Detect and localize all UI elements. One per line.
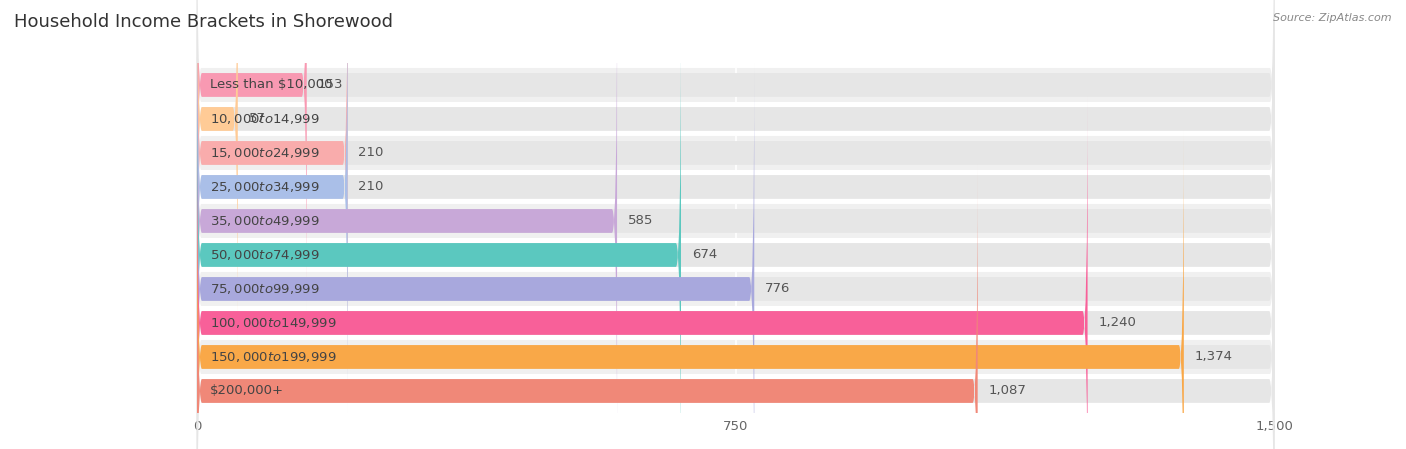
FancyBboxPatch shape (197, 0, 1274, 374)
FancyBboxPatch shape (197, 136, 1274, 449)
FancyBboxPatch shape (197, 165, 1274, 449)
Text: 1,240: 1,240 (1098, 317, 1136, 330)
Text: $200,000+: $200,000+ (209, 384, 284, 397)
Text: 1,374: 1,374 (1195, 351, 1233, 364)
Text: 210: 210 (359, 180, 384, 194)
FancyBboxPatch shape (197, 34, 1274, 408)
Text: $75,000 to $99,999: $75,000 to $99,999 (209, 282, 319, 296)
FancyBboxPatch shape (197, 63, 754, 449)
FancyBboxPatch shape (197, 0, 1274, 272)
FancyBboxPatch shape (197, 0, 617, 447)
FancyBboxPatch shape (197, 29, 681, 449)
Text: Source: ZipAtlas.com: Source: ZipAtlas.com (1274, 13, 1392, 23)
FancyBboxPatch shape (197, 0, 1274, 311)
FancyBboxPatch shape (197, 131, 1274, 449)
Text: 674: 674 (692, 248, 717, 261)
Text: 585: 585 (628, 215, 654, 228)
FancyBboxPatch shape (197, 0, 1274, 340)
FancyBboxPatch shape (197, 0, 347, 413)
FancyBboxPatch shape (197, 68, 1274, 442)
Text: 210: 210 (359, 146, 384, 159)
FancyBboxPatch shape (197, 131, 1184, 449)
Text: 1,087: 1,087 (988, 384, 1026, 397)
Text: $25,000 to $34,999: $25,000 to $34,999 (209, 180, 319, 194)
Text: 153: 153 (318, 79, 343, 92)
Text: Less than $10,000: Less than $10,000 (209, 79, 332, 92)
FancyBboxPatch shape (197, 97, 1274, 449)
Text: $35,000 to $49,999: $35,000 to $49,999 (209, 214, 319, 228)
Text: 57: 57 (249, 112, 266, 125)
Text: Household Income Brackets in Shorewood: Household Income Brackets in Shorewood (14, 13, 394, 31)
FancyBboxPatch shape (197, 165, 977, 449)
FancyBboxPatch shape (197, 170, 1274, 449)
FancyBboxPatch shape (197, 29, 1274, 449)
FancyBboxPatch shape (197, 0, 1274, 379)
FancyBboxPatch shape (197, 97, 1088, 449)
FancyBboxPatch shape (197, 0, 1274, 447)
FancyBboxPatch shape (197, 0, 307, 311)
Text: $100,000 to $149,999: $100,000 to $149,999 (209, 316, 336, 330)
FancyBboxPatch shape (197, 0, 1274, 306)
FancyBboxPatch shape (197, 102, 1274, 449)
FancyBboxPatch shape (197, 63, 1274, 449)
FancyBboxPatch shape (197, 0, 1274, 413)
Text: $10,000 to $14,999: $10,000 to $14,999 (209, 112, 319, 126)
FancyBboxPatch shape (197, 204, 1274, 449)
Text: $15,000 to $24,999: $15,000 to $24,999 (209, 146, 319, 160)
Text: $150,000 to $199,999: $150,000 to $199,999 (209, 350, 336, 364)
Text: $50,000 to $74,999: $50,000 to $74,999 (209, 248, 319, 262)
FancyBboxPatch shape (197, 0, 347, 379)
FancyBboxPatch shape (197, 0, 238, 345)
Text: 776: 776 (765, 282, 790, 295)
FancyBboxPatch shape (197, 0, 1274, 345)
